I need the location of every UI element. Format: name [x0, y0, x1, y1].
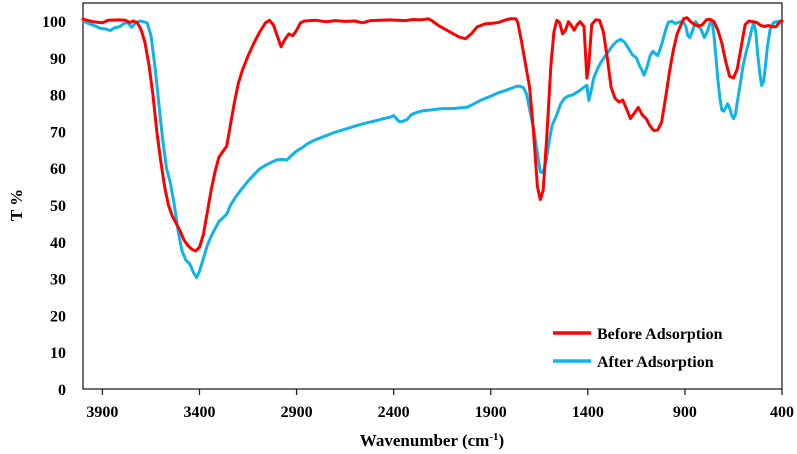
x-tick-label: 2400	[378, 404, 410, 421]
y-axis-ticks: 0 10 20 30 40 50 60 70 80 90 100	[42, 14, 66, 399]
x-axis-title: Wavenumber (cm-1)	[360, 431, 504, 450]
x-axis-ticks: 3900 3400 2900 2400 1900 1400 900 400	[86, 389, 794, 421]
legend-label-after: After Adsorption	[597, 354, 714, 371]
plot-frame	[82, 2, 783, 390]
x-tick-label: 3400	[184, 404, 216, 421]
y-tick-label: 90	[50, 51, 66, 68]
y-tick-label: 30	[50, 272, 66, 289]
x-tick-label: 1900	[475, 404, 507, 421]
legend-label-before: Before Adsorption	[597, 326, 723, 343]
y-tick-label: 20	[50, 308, 66, 325]
x-tick-label: 3900	[86, 404, 118, 421]
y-tick-label: 80	[50, 88, 66, 105]
y-tick-label: 40	[50, 235, 66, 252]
y-tick-label: 100	[42, 14, 66, 31]
x-axis-title-superscript: -1	[489, 431, 498, 443]
x-tick-label: 900	[673, 404, 697, 421]
y-tick-label: 70	[50, 124, 66, 141]
x-axis-title-close: )	[499, 431, 505, 450]
y-tick-label: 60	[50, 161, 66, 178]
y-tick-label: 10	[50, 345, 66, 362]
x-axis-title-main: Wavenumber (cm	[360, 431, 490, 450]
legend: Before Adsorption After Adsorption	[553, 326, 723, 371]
x-tick-label: 2900	[281, 404, 313, 421]
series-line-before-adsorption	[81, 16, 784, 253]
series-layer	[81, 16, 784, 279]
x-tick-label: 1400	[572, 404, 604, 421]
y-tick-label: 0	[58, 382, 66, 399]
y-tick-label: 50	[50, 198, 66, 215]
y-axis-title: T %	[7, 189, 26, 221]
x-tick-label: 400	[770, 404, 794, 421]
